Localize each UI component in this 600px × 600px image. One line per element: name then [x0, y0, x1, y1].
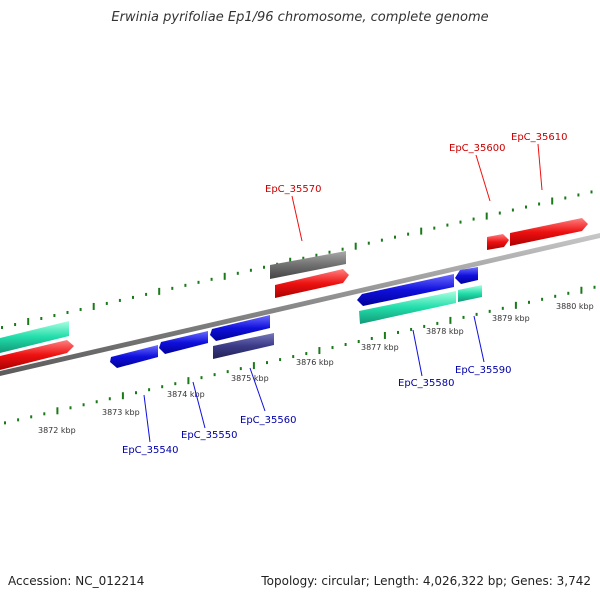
gene-label-ep-c-35600[interactable]: EpC_35600	[449, 143, 505, 154]
tick-label: 3877 kbp	[361, 343, 399, 352]
gene-labels: EpC_35570 EpC_35600 EpC_35610 EpC_35540 …	[122, 132, 567, 456]
gene-arrow-ep-c-35610[interactable]	[510, 218, 588, 246]
tick-label: 3878 kbp	[426, 327, 464, 336]
gene-arrow-ep-c-35570[interactable]	[275, 269, 349, 298]
label-leaders	[143, 143, 543, 443]
lower-tick-ruler	[4, 285, 596, 425]
forward-features	[0, 218, 588, 370]
backbone-axis	[0, 233, 600, 376]
tick-labels: 3872 kbp 3873 kbp 3874 kbp 3875 kbp 3876…	[38, 302, 594, 435]
gene-arrow-ep-c-35540[interactable]	[110, 345, 158, 368]
repeat-region-ep-c-35580[interactable]	[359, 291, 456, 324]
leader-ep-c-35550	[192, 381, 206, 429]
gene-label-ep-c-35570[interactable]: EpC_35570	[265, 184, 321, 195]
tick-label: 3879 kbp	[492, 314, 530, 323]
gene-arrow-ep-c-35600[interactable]	[487, 234, 509, 250]
leader-ep-c-35580	[412, 329, 423, 377]
tick-label: 3876 kbp	[296, 358, 334, 367]
gene-label-ep-c-35550[interactable]: EpC_35550	[181, 430, 237, 441]
gene-arrow-ep-c-35560[interactable]	[210, 315, 270, 341]
gene-arrow-ep-c-35560-rna[interactable]	[213, 333, 274, 359]
map-title: Erwinia pyrifoliae Ep1/96 chromosome, co…	[111, 10, 489, 25]
leader-ep-c-35600	[475, 154, 491, 202]
reverse-features	[110, 267, 482, 368]
gene-arrow-ep-c-35580[interactable]	[357, 274, 454, 306]
tick-label: 3874 kbp	[167, 390, 205, 399]
gene-arrow-left-red[interactable]	[0, 340, 74, 370]
accession-text: Accession: NC_012214	[8, 574, 145, 588]
leader-ep-c-35590	[473, 315, 485, 363]
gene-arrow-ep-c-35590[interactable]	[455, 267, 478, 284]
leader-ep-c-35540	[143, 394, 151, 443]
gene-arrow-ep-c-35570-rna[interactable]	[270, 251, 346, 279]
gene-arrow-ep-c-35550[interactable]	[159, 331, 208, 354]
repeat-region-ep-c-35590[interactable]	[458, 285, 482, 302]
gene-label-ep-c-35580[interactable]: EpC_35580	[398, 378, 454, 389]
gene-label-ep-c-35610[interactable]: EpC_35610	[511, 132, 567, 143]
tick-label: 3873 kbp	[102, 408, 140, 417]
topology-text: Topology: circular; Length: 4,026,322 bp…	[261, 574, 591, 588]
tick-label: 3875 kbp	[231, 374, 269, 383]
backbone	[0, 233, 600, 376]
repeat-region-left[interactable]	[0, 321, 69, 353]
tick-label: 3872 kbp	[38, 426, 76, 435]
leader-ep-c-35570	[291, 195, 303, 242]
leader-ep-c-35610	[537, 143, 543, 191]
leader-ep-c-35560	[249, 367, 266, 412]
gene-label-ep-c-35560[interactable]: EpC_35560	[240, 415, 296, 426]
gene-label-ep-c-35540[interactable]: EpC_35540	[122, 445, 178, 456]
tick-label: 3880 kbp	[556, 302, 594, 311]
gene-label-ep-c-35590[interactable]: EpC_35590	[455, 365, 511, 376]
